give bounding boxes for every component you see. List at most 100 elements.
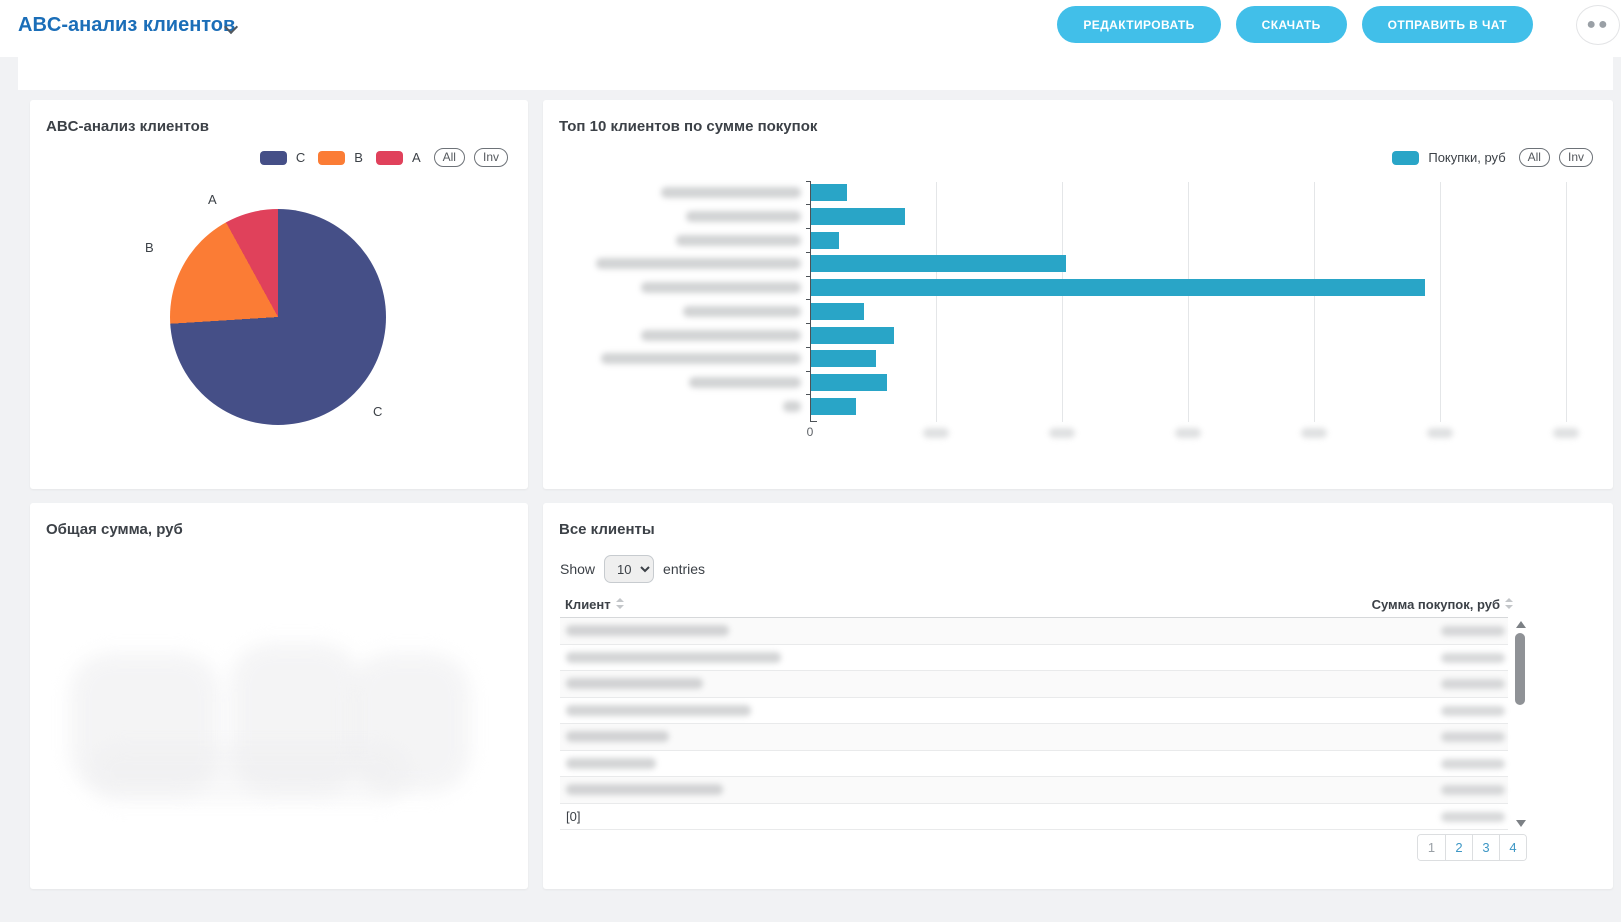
page-size-select[interactable]: 10 xyxy=(604,555,655,583)
y-tick xyxy=(806,323,811,324)
table-row[interactable] xyxy=(560,777,1508,804)
redacted-total-value xyxy=(350,653,470,793)
more-options-button[interactable]: ●● xyxy=(1576,5,1620,45)
gridline xyxy=(1062,182,1063,422)
table-row[interactable] xyxy=(560,751,1508,777)
table-row[interactable] xyxy=(560,645,1508,671)
download-button[interactable]: СКАЧАТЬ xyxy=(1235,6,1347,43)
column-header-client[interactable]: Клиент xyxy=(565,597,624,612)
sort-icon[interactable] xyxy=(615,598,624,609)
x-tick-label-redacted xyxy=(923,428,949,438)
purchase-sum-redacted xyxy=(1441,811,1505,822)
all-button[interactable]: All xyxy=(1518,148,1550,167)
bar-chart-plot[interactable]: 0 xyxy=(543,100,1613,489)
x-tick-zero: 0 xyxy=(806,425,814,439)
bar[interactable] xyxy=(811,350,876,368)
last-row-label: [0] xyxy=(566,808,581,824)
table-row[interactable] xyxy=(560,698,1508,724)
gridline xyxy=(1440,182,1441,422)
x-tick-label-redacted xyxy=(1301,428,1327,438)
bar[interactable] xyxy=(811,326,894,344)
x-axis-corner xyxy=(810,421,817,422)
scrollbar-thumb[interactable] xyxy=(1515,633,1525,705)
bar[interactable] xyxy=(811,397,856,415)
gridline xyxy=(1188,182,1189,422)
table-scrollbar[interactable] xyxy=(1514,621,1527,827)
table-row[interactable] xyxy=(560,724,1508,751)
pagination-page-2[interactable]: 2 xyxy=(1445,835,1472,860)
pie-chart[interactable] xyxy=(170,209,386,425)
bar-category-label-redacted xyxy=(661,187,801,198)
pagination-page-3[interactable]: 3 xyxy=(1472,835,1499,860)
client-name-redacted xyxy=(566,784,723,796)
client-name-redacted xyxy=(566,678,703,690)
table-row[interactable]: [0] xyxy=(560,804,1508,830)
bar[interactable] xyxy=(811,184,847,201)
pie-label-b: B xyxy=(145,240,154,255)
inv-button[interactable]: Inv xyxy=(473,148,508,167)
client-name-redacted xyxy=(566,731,669,743)
page-title[interactable]: ABC-анализ клиентов xyxy=(18,14,236,36)
bar[interactable] xyxy=(811,279,1425,296)
redacted-total-value xyxy=(230,643,360,793)
bar[interactable] xyxy=(811,302,864,320)
y-axis-line xyxy=(810,182,811,422)
gridline xyxy=(1566,182,1567,422)
bar-category-label-redacted xyxy=(783,400,801,412)
y-tick xyxy=(806,204,811,206)
scroll-down-arrow-icon[interactable] xyxy=(1516,820,1526,827)
bar[interactable] xyxy=(811,374,887,391)
pagination-page-4[interactable]: 4 xyxy=(1499,835,1526,860)
total-sum-card: Общая сумма, руб xyxy=(30,503,528,889)
y-tick xyxy=(806,228,811,229)
legend-label: A xyxy=(411,150,421,165)
legend-swatch xyxy=(318,150,346,165)
table-card-title: Все клиенты xyxy=(559,521,655,538)
sort-icon[interactable] xyxy=(1505,598,1513,609)
table-header-divider xyxy=(560,617,1508,618)
edit-button[interactable]: РЕДАКТИРОВАТЬ xyxy=(1057,6,1221,43)
pagination-page-1[interactable]: 1 xyxy=(1418,835,1445,860)
y-tick xyxy=(806,346,811,348)
redacted-total-value xyxy=(70,653,220,793)
legend-swatch xyxy=(375,150,403,165)
all-button[interactable]: All xyxy=(433,148,465,167)
send-to-chat-button[interactable]: ОТПРАВИТЬ В ЧАТ xyxy=(1361,6,1533,43)
legend-swatch xyxy=(259,150,287,165)
bar[interactable] xyxy=(811,255,1066,273)
gridline xyxy=(936,182,937,422)
legend-label: C xyxy=(295,150,306,165)
table-row[interactable] xyxy=(560,671,1508,698)
purchase-sum-redacted xyxy=(1441,785,1505,795)
entries-label: entries xyxy=(663,561,706,577)
y-tick xyxy=(806,251,811,253)
pie-card-title: ABC-анализ клиентов xyxy=(46,118,209,135)
sum-card-title: Общая сумма, руб xyxy=(46,521,183,538)
bar[interactable] xyxy=(811,207,905,225)
legend-label: Покупки, руб xyxy=(1428,150,1506,165)
column-header-sum[interactable]: Сумма покупок, руб xyxy=(1372,597,1513,612)
chevron-down-icon[interactable] xyxy=(226,20,238,32)
bar-category-label-redacted xyxy=(641,282,801,293)
bar-category-label-redacted xyxy=(641,329,801,341)
table-row[interactable] xyxy=(560,618,1508,645)
bar-category-label-redacted xyxy=(683,305,801,317)
bar-category-label-redacted xyxy=(676,234,801,246)
pie-label-c: C xyxy=(373,404,383,419)
client-name-redacted xyxy=(566,651,781,663)
purchase-sum-redacted xyxy=(1441,758,1505,769)
x-tick-label-redacted xyxy=(1175,428,1201,438)
legend-swatch xyxy=(1392,150,1420,165)
scroll-up-arrow-icon[interactable] xyxy=(1516,621,1526,628)
clients-table-card: Все клиенты Show 10 entries Клиент Сумма… xyxy=(543,503,1613,889)
legend-label: B xyxy=(354,150,363,165)
x-tick-label-redacted xyxy=(1427,428,1453,438)
bar-card-title: Топ 10 клиентов по сумме покупок xyxy=(559,118,818,135)
inv-button[interactable]: Inv xyxy=(1558,148,1593,167)
purchase-sum-redacted xyxy=(1441,732,1505,742)
bar-chart-card: Топ 10 клиентов по сумме покупок Покупки… xyxy=(543,100,1613,489)
bar[interactable] xyxy=(811,231,839,249)
client-name-redacted xyxy=(566,625,729,637)
pie-label-a: A xyxy=(208,192,217,207)
